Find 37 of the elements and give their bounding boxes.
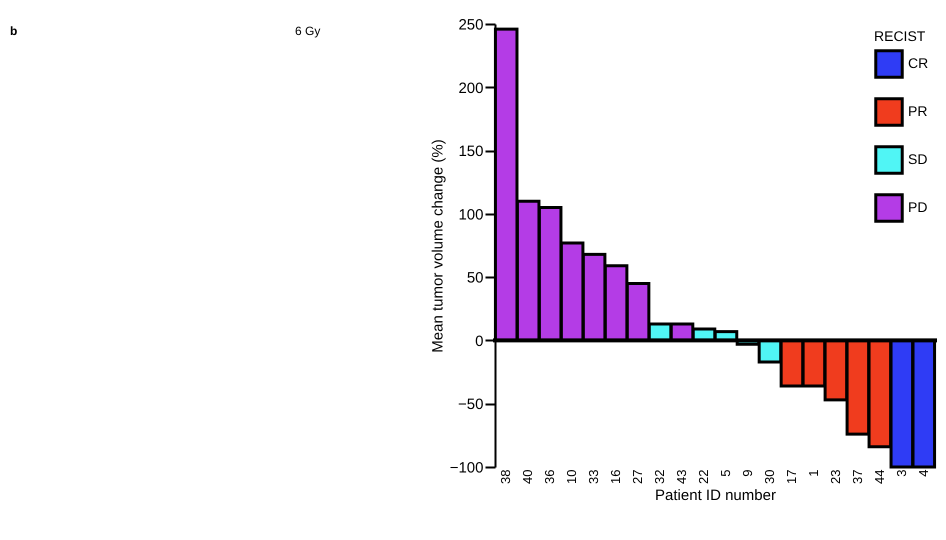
x-tick-label: 17	[784, 470, 799, 484]
x-tick-label: 16	[608, 470, 624, 484]
x-tick-label: 33	[586, 470, 602, 484]
y-tick-label: 50	[466, 270, 484, 287]
y-tick-label: 150	[458, 143, 484, 160]
x-tick-label: 3	[894, 470, 909, 477]
x-tick-label: 1	[806, 470, 821, 477]
y-tick-label: −100	[450, 460, 484, 476]
x-tick-label: 38	[498, 470, 514, 484]
y-axis-title: Mean tumor volume change (%)	[430, 139, 447, 353]
x-tick-label: 5	[718, 470, 733, 477]
x-tick-label: 40	[520, 470, 536, 484]
text: 6 Gy	[295, 24, 320, 38]
x-tick-label: 30	[762, 470, 777, 484]
y-tick-label: 0	[475, 332, 484, 350]
legend-label: PR	[908, 103, 928, 119]
x-tick-label: 9	[740, 470, 755, 477]
x-tick-label: 27	[630, 470, 646, 484]
x-axis-title: Patient ID number	[655, 486, 776, 504]
legend-label: SD	[908, 151, 928, 167]
x-tick-label: 4	[916, 470, 931, 477]
legend-label: CR	[908, 55, 928, 71]
x-tick-label: 43	[674, 470, 690, 484]
y-tick-label: 200	[458, 80, 484, 97]
legend-title: RECIST	[874, 28, 926, 44]
y-tick-label: −50	[458, 396, 484, 414]
x-tick-label: 22	[696, 470, 712, 484]
x-tick-label: 23	[828, 470, 843, 484]
x-tick-label: 10	[564, 470, 580, 484]
legend-label: PD	[908, 199, 928, 215]
x-tick-label: 37	[850, 470, 865, 484]
text: b	[10, 24, 18, 38]
y-tick-label: 100	[458, 206, 484, 224]
x-tick-label: 32	[652, 470, 668, 484]
x-tick-label: 44	[872, 470, 887, 484]
y-tick-label: 250	[458, 16, 484, 34]
x-tick-label: 36	[542, 470, 558, 484]
